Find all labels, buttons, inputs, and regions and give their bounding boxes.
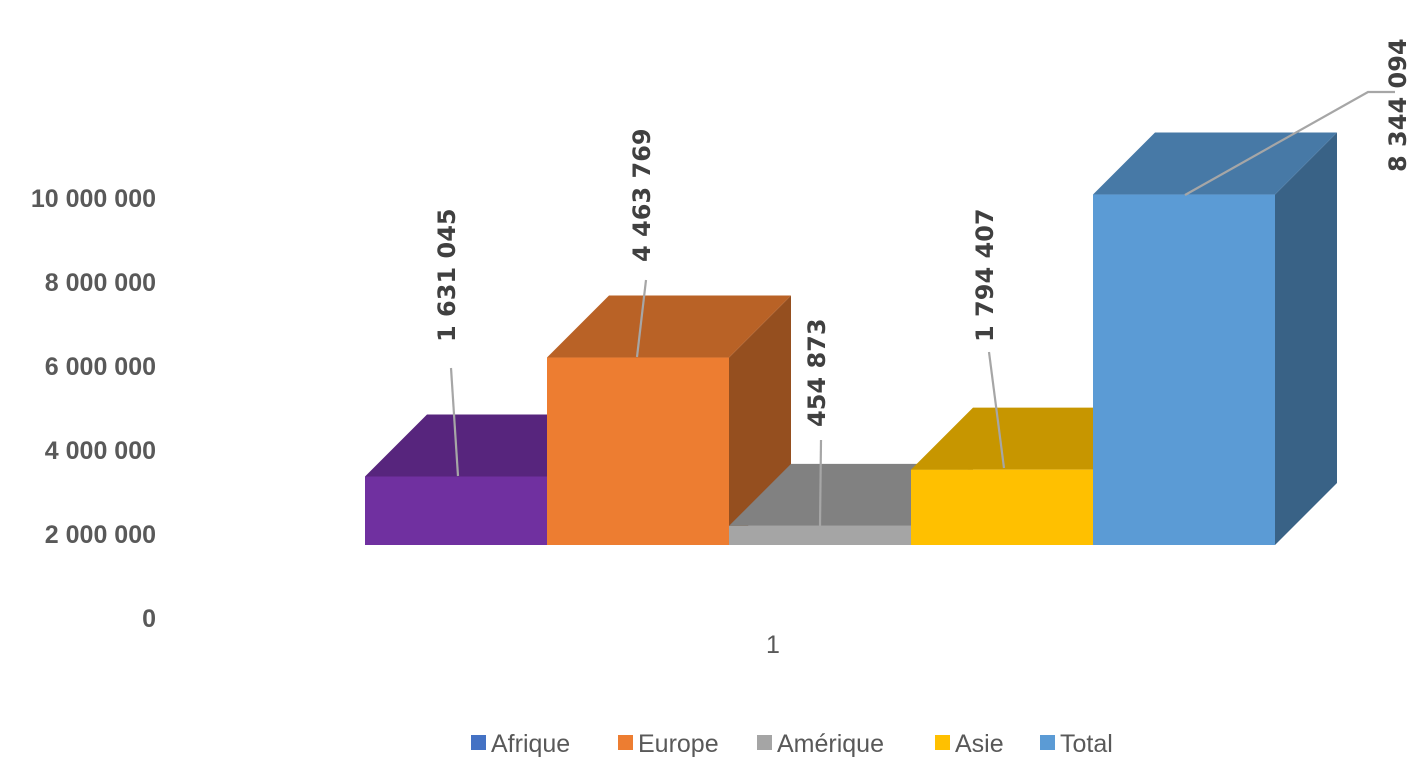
bar-europe <box>547 295 791 545</box>
bar-front <box>547 357 729 545</box>
legend-label: Amérique <box>777 730 884 758</box>
bar-total <box>1093 132 1337 546</box>
bar-top <box>547 295 791 358</box>
bar-side <box>1275 132 1337 546</box>
y-tick-label: 8 000 000 <box>45 269 156 297</box>
legend-label: Asie <box>955 730 1004 758</box>
legend-item-total: Total <box>1040 730 1113 758</box>
legend: Afrique Europe Amérique Asie Total <box>471 730 1113 758</box>
data-label: 4 463 769 <box>628 128 656 262</box>
bar-top <box>1093 132 1337 195</box>
legend-item-amérique: Amérique <box>757 730 884 758</box>
data-label-leaders <box>449 90 1395 527</box>
leader-line <box>449 367 460 477</box>
leader-line <box>635 279 648 358</box>
leader-line <box>818 439 823 527</box>
data-label: 1 794 407 <box>971 208 999 342</box>
bar-front <box>1093 194 1275 546</box>
bar-front <box>911 469 1093 545</box>
y-tick-label: 0 <box>142 605 156 633</box>
legend-swatch <box>757 735 772 750</box>
y-axis-ticks: 0 2 000 000 4 000 000 6 000 000 8 000 000 10 … <box>31 185 156 633</box>
legend-swatch <box>618 735 633 750</box>
legend-label: Total <box>1060 730 1113 758</box>
y-tick-label: 6 000 000 <box>45 353 156 381</box>
bar-front <box>729 525 911 545</box>
legend-item-afrique: Afrique <box>471 730 570 758</box>
legend-item-asie: Asie <box>935 730 1004 758</box>
legend-label: Afrique <box>491 730 570 758</box>
bar-front <box>365 476 547 545</box>
y-tick-label: 2 000 000 <box>45 521 156 549</box>
leader-line <box>1184 90 1395 196</box>
leader-line <box>987 351 1006 469</box>
x-category-label: 1 <box>766 631 780 659</box>
y-tick-label: 10 000 000 <box>31 185 156 213</box>
data-labels: 1 631 045 4 463 769 454 873 1 794 407 8 344 … <box>433 38 1412 427</box>
data-label: 8 344 094 <box>1384 38 1412 172</box>
legend-label: Europe <box>638 730 719 758</box>
legend-swatch <box>471 735 486 750</box>
legend-swatch <box>935 735 950 750</box>
legend-item-europe: Europe <box>618 730 719 758</box>
data-label: 1 631 045 <box>433 208 461 342</box>
bars <box>365 132 1337 546</box>
data-label: 454 873 <box>803 318 831 427</box>
y-tick-label: 4 000 000 <box>45 437 156 465</box>
legend-swatch <box>1040 735 1055 750</box>
